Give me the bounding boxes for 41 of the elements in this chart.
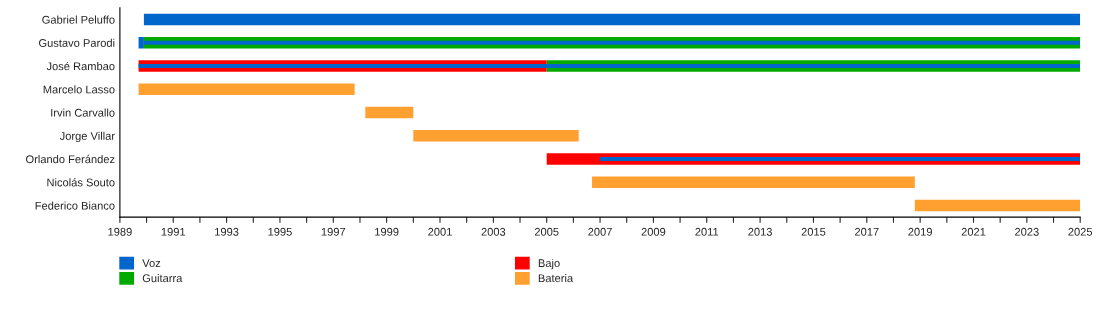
y-tick-label: José Rambao (46, 61, 115, 71)
x-tick-label: 2023 (1015, 227, 1039, 236)
x-tick-label: 2017 (855, 227, 879, 236)
x-tick-label: 2009 (641, 227, 666, 236)
x-tick-label: 1997 (321, 227, 346, 236)
y-tick-label: Irvin Carvallo (51, 108, 115, 117)
bar (143, 40, 1081, 45)
x-tick-label: 1993 (215, 227, 239, 236)
x-tick-label: 2019 (908, 227, 932, 236)
y-tick-label: Federico Bianco (35, 201, 115, 210)
x-tick-label: 1995 (268, 227, 292, 236)
legend-label: Voz (142, 259, 161, 268)
bar (138, 83, 355, 96)
bar (365, 106, 414, 119)
legend-label: Guitarra (142, 273, 183, 283)
x-tick-label: 2013 (748, 227, 772, 236)
x-tick-label: 1991 (161, 227, 186, 236)
x-tick-label: 1989 (108, 227, 132, 236)
x-tick-label: 2007 (588, 227, 612, 236)
x-tick-label: 2001 (428, 227, 452, 236)
y-tick-label: Jorge Villar (59, 131, 115, 143)
x-tick-label: 2003 (481, 227, 506, 236)
legend-label: Bateria (538, 273, 574, 283)
bar (592, 176, 915, 189)
x-tick-label: 2015 (801, 227, 826, 236)
x-tick-label: 1999 (375, 227, 399, 236)
bar (914, 199, 1081, 212)
y-tick-label: Gabriel Peluffo (42, 15, 115, 24)
y-tick-label: Marcelo Lasso (43, 85, 115, 94)
y-tick-label: Gustavo Parodi (39, 38, 115, 47)
y-tick-label: Orlando Ferández (26, 154, 115, 164)
x-tick-label: 2021 (961, 227, 986, 236)
x-tick-label: 2011 (695, 227, 719, 236)
bar (600, 157, 1081, 161)
x-tick-label: 2025 (1068, 227, 1093, 236)
y-tick-label: Nicolás Souto (47, 178, 115, 187)
bar (413, 129, 579, 142)
bar (138, 64, 1081, 69)
legend-label: Bajo (538, 258, 560, 270)
bar (143, 13, 1081, 26)
x-tick-label: 2005 (534, 227, 559, 236)
